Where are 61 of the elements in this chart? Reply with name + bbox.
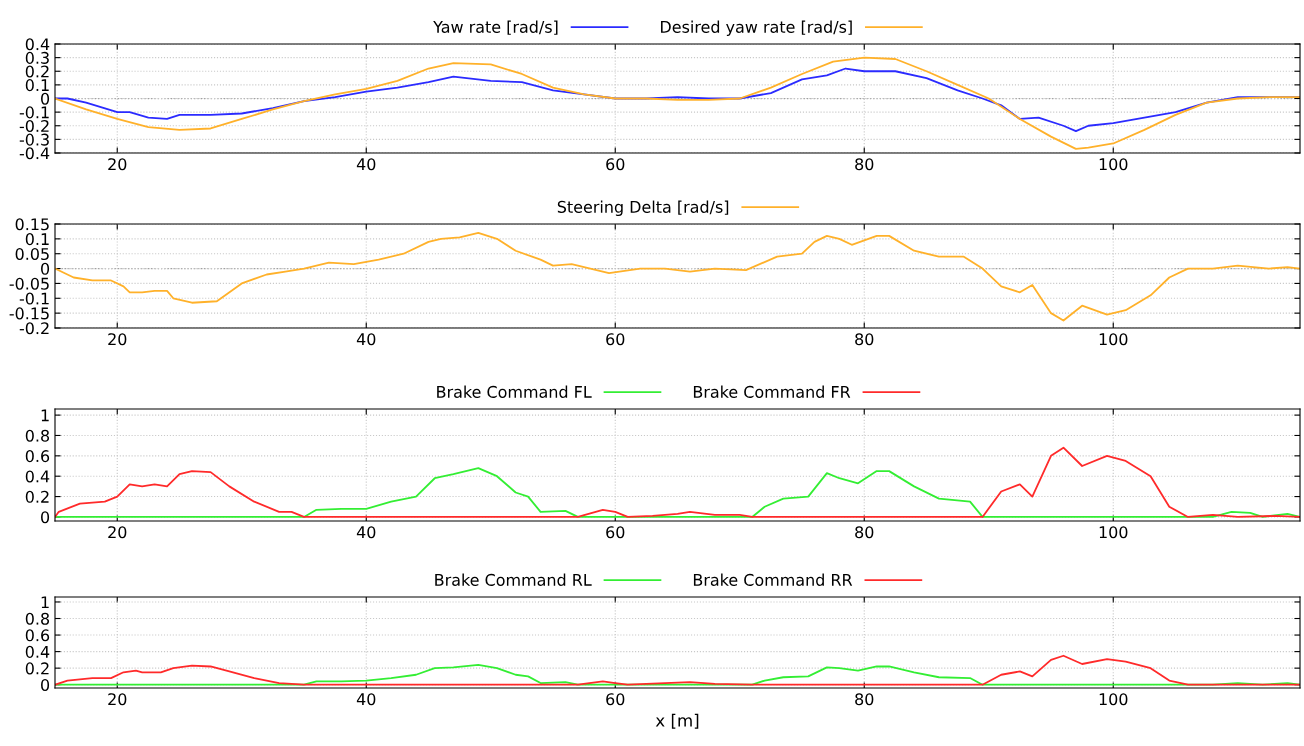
- x-tick-label: 20: [108, 693, 127, 706]
- y-tick-label: -0.2: [19, 119, 49, 133]
- legend-label: Steering Delta [rad/s]: [557, 200, 729, 217]
- line-series: [55, 467, 1300, 518]
- x-tick-label: 60: [606, 158, 625, 171]
- y-tick-label: 0.4: [25, 645, 50, 658]
- x-axis-title: x [m]: [655, 713, 699, 729]
- line-series: [55, 56, 1300, 150]
- x-tick-label: 80: [855, 333, 874, 346]
- x-tick-label: 20: [108, 333, 127, 346]
- y-tick-label: 0: [41, 92, 50, 105]
- y-tick-label: 0.8: [25, 429, 50, 442]
- y-tick-label: -0.3: [19, 133, 49, 146]
- y-tick-label: 1: [41, 596, 49, 609]
- y-tick-label: 0.1: [25, 233, 49, 246]
- y-tick-label: -0.1: [19, 106, 49, 119]
- y-tick-label: 0.8: [25, 612, 50, 625]
- x-tick-label: 20: [108, 158, 127, 171]
- y-tick-label: 0.6: [25, 450, 50, 463]
- legend-label: Brake Command FL: [437, 385, 592, 398]
- x-tick-label: 60: [606, 526, 625, 539]
- y-tick-label: -0.05: [9, 277, 49, 290]
- y-tick-label: 0.2: [25, 662, 49, 675]
- x-tick-label: 40: [356, 693, 376, 706]
- x-tick-label: 80: [855, 526, 874, 539]
- legend-label: Desired yaw rate [rad/s]: [661, 20, 852, 37]
- legend-label: Brake Command RR: [693, 573, 853, 586]
- y-tick-label: 0.15: [15, 218, 49, 231]
- x-tick-label: 60: [606, 693, 625, 706]
- line-series: [55, 446, 1300, 518]
- y-tick-label: 0.4: [25, 470, 50, 483]
- legend-label: Brake Command FR: [693, 385, 851, 398]
- legend-label: Brake Command RL: [435, 573, 592, 586]
- x-tick-label: 40: [356, 158, 376, 171]
- y-tick-label: 1: [41, 409, 49, 422]
- x-tick-label: 100: [1099, 333, 1128, 346]
- y-tick-label: 0.2: [25, 490, 49, 503]
- x-tick-label: 80: [855, 158, 874, 171]
- y-tick-label: 0.2: [25, 65, 49, 78]
- x-tick-label: 40: [356, 526, 376, 539]
- x-tick-label: 60: [606, 333, 625, 346]
- y-tick-label: 0.6: [25, 629, 50, 642]
- y-tick-label: 0.1: [25, 79, 49, 92]
- y-tick-label: 0.4: [25, 38, 50, 51]
- y-tick-label: -0.2: [19, 322, 49, 335]
- line-series: [55, 232, 1300, 322]
- y-tick-label: -0.15: [9, 307, 49, 320]
- x-tick-label: 20: [108, 526, 127, 539]
- y-tick-label: 0: [41, 511, 50, 524]
- y-tick-label: -0.1: [19, 292, 49, 305]
- x-tick-label: 100: [1099, 693, 1128, 706]
- x-tick-label: 100: [1099, 158, 1128, 171]
- y-tick-label: 0.05: [15, 247, 49, 261]
- y-tick-label: 0: [41, 678, 50, 691]
- x-tick-label: 40: [356, 333, 376, 346]
- y-tick-label: 0.3: [25, 51, 49, 64]
- x-tick-label: 80: [855, 693, 874, 706]
- y-tick-label: -0.4: [19, 147, 50, 160]
- x-tick-label: 100: [1099, 526, 1128, 539]
- legend-label: Yaw rate [rad/s]: [433, 20, 558, 35]
- y-tick-label: 0: [41, 262, 50, 275]
